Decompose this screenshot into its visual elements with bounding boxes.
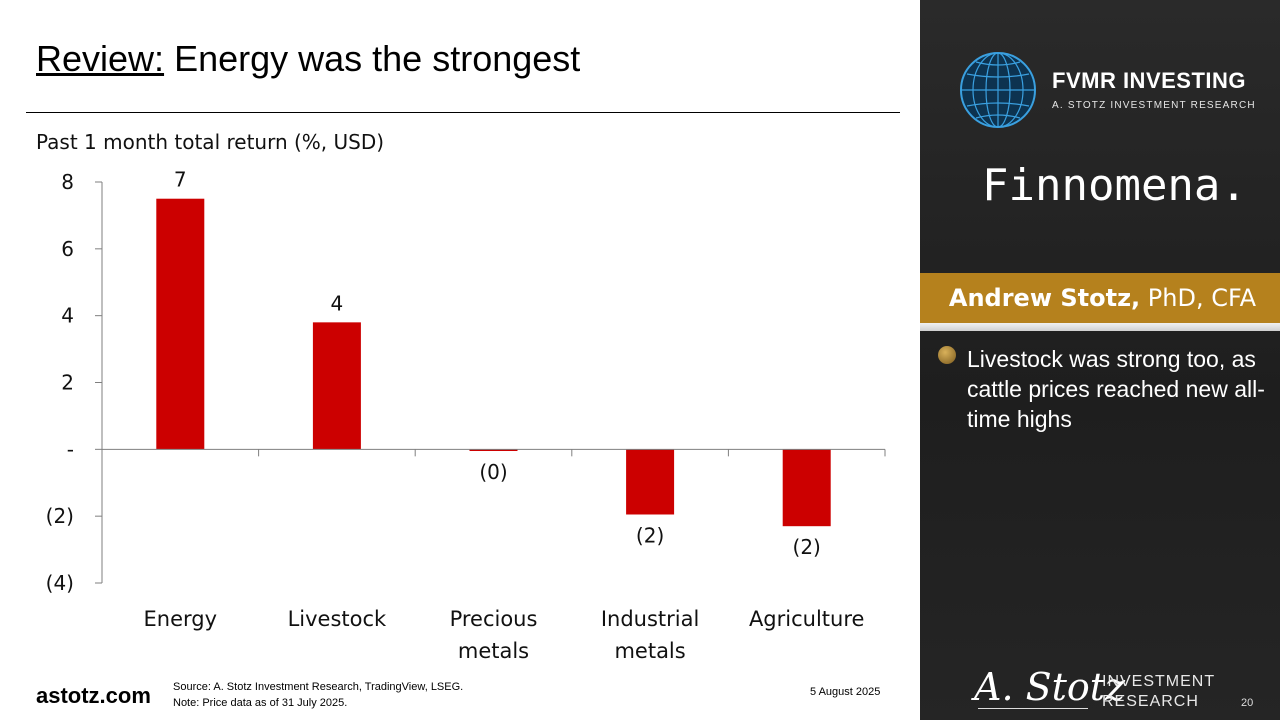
bar bbox=[469, 449, 518, 452]
presenter-name-text: Andrew Stotz, bbox=[948, 284, 1141, 312]
banner-underline bbox=[920, 323, 1280, 331]
presenter-panel: FVMR INVESTING A. STOTZ INVESTMENT RESEA… bbox=[920, 0, 1280, 720]
title-divider bbox=[26, 112, 900, 113]
y-tick-label: 8 bbox=[61, 170, 74, 194]
x-tick-label: Precious bbox=[450, 607, 538, 631]
bars bbox=[156, 198, 831, 527]
bar bbox=[312, 322, 361, 450]
data-label: 7 bbox=[174, 168, 187, 192]
data-label: (0) bbox=[479, 460, 507, 484]
data-label: 4 bbox=[331, 291, 344, 315]
x-tick-label: metals bbox=[614, 639, 685, 663]
logo-text-research: RESEARCH bbox=[1102, 693, 1199, 710]
presenter-banner bbox=[920, 273, 1280, 323]
y-tick-label: 4 bbox=[61, 304, 74, 328]
signature-underline bbox=[978, 708, 1088, 709]
page-number: 20 bbox=[1241, 697, 1254, 709]
brand-tagline: A. STOTZ INVESTMENT RESEARCH bbox=[1052, 100, 1256, 111]
data-label: (2) bbox=[636, 523, 664, 547]
footer-date: 5 August 2025 bbox=[810, 686, 881, 698]
data-label: (2) bbox=[793, 535, 821, 559]
y-tick-label: 2 bbox=[61, 371, 74, 395]
y-tick-label: - bbox=[67, 437, 74, 461]
x-tick-label: metals bbox=[458, 639, 529, 663]
x-tick-label: Livestock bbox=[288, 607, 387, 631]
bullet-icon bbox=[938, 346, 956, 364]
partner-logo: Finnomena. bbox=[982, 160, 1247, 211]
x-tick-label: Agriculture bbox=[749, 607, 865, 631]
brand-name: FVMR INVESTING bbox=[1052, 68, 1247, 93]
slide-title: Review: Energy was the strongest bbox=[36, 38, 580, 80]
footer-website[interactable]: astotz.com bbox=[36, 683, 151, 708]
y-axis: 8 6 4 2 - (2) (4) bbox=[46, 170, 103, 595]
y-tick-label: (4) bbox=[46, 571, 74, 595]
bar-chart: Past 1 month total return (%, USD) 8 6 4 2 -… bbox=[36, 130, 886, 663]
data-labels: 7 4 (0) (2) (2) bbox=[174, 168, 821, 559]
y-tick-label: 6 bbox=[61, 237, 74, 261]
presenter-credentials: PhD, CFA bbox=[1140, 284, 1256, 312]
bullet-point: Livestock was strong too, as cattle pric… bbox=[967, 346, 1265, 432]
globe-icon bbox=[960, 52, 1036, 128]
signature-logo: A. Stotz bbox=[974, 665, 1126, 709]
x-tick-label: Energy bbox=[144, 607, 218, 631]
footer-source: Source: A. Stotz Investment Research, Tr… bbox=[173, 681, 464, 693]
slide-title-text: Energy was the strongest bbox=[174, 38, 581, 79]
x-axis: Energy Livestock Precious metals Industrial m… bbox=[102, 448, 886, 663]
x-tick-label: Industrial bbox=[601, 607, 700, 631]
bar bbox=[156, 198, 205, 450]
footer-note: Note: Price data as of 31 July 2025. bbox=[173, 697, 348, 709]
chart-title: Past 1 month total return (%, USD) bbox=[36, 130, 384, 154]
slide-title-prefix: Review: bbox=[36, 38, 165, 79]
bar bbox=[782, 449, 831, 527]
bar bbox=[626, 449, 675, 515]
logo-text-investment: INVESTMENT bbox=[1102, 673, 1216, 690]
y-tick-label: (2) bbox=[46, 504, 74, 528]
presenter-name: Andrew Stotz, PhD, CFA bbox=[949, 284, 1256, 312]
